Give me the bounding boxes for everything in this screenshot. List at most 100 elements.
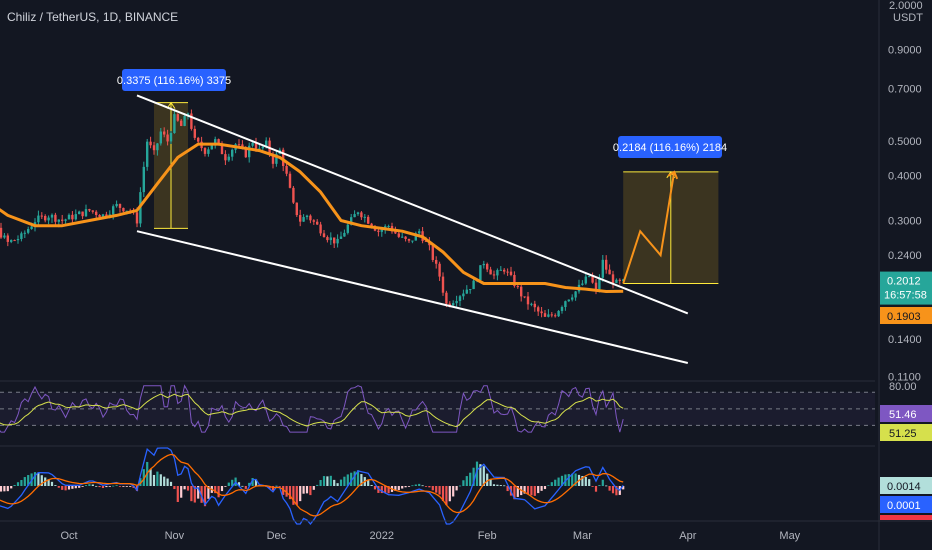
measure_1-label: 0.3375 (116.16%) 3375 (117, 75, 231, 87)
candle (98, 214, 101, 217)
ma-value-tag (880, 307, 932, 324)
candle-body (67, 214, 71, 220)
candle (506, 268, 509, 276)
macd-histogram-bar (492, 484, 496, 486)
candle (353, 210, 356, 218)
macd-histogram-bar (288, 486, 292, 500)
candle-body (3, 235, 6, 238)
macd-histogram-bar (533, 486, 536, 496)
macd-histogram-bar (523, 486, 526, 494)
macd-histogram-bar (530, 486, 533, 496)
macd-histogram-bar (166, 478, 169, 486)
candle-body (401, 236, 404, 238)
candle-body (506, 271, 509, 273)
candle (540, 306, 543, 318)
candle-body (492, 274, 496, 276)
candle (152, 141, 156, 155)
macd-histogram-bar (50, 481, 54, 486)
signal-line (0, 453, 624, 517)
candle-body (537, 307, 540, 312)
projection-path (622, 171, 676, 284)
macd-histogram-bar (224, 486, 227, 487)
macd-histogram-bar (285, 486, 288, 497)
candle (322, 230, 326, 238)
macd-histogram-bar (67, 486, 71, 490)
candle-body (105, 214, 108, 216)
candle (363, 214, 366, 223)
price-tick-label: 0.1100 (888, 372, 921, 384)
candle-body (50, 214, 54, 218)
candle-body (197, 137, 200, 142)
candle (452, 300, 455, 307)
candle (336, 234, 339, 248)
candle (407, 238, 411, 243)
candle-body (40, 215, 43, 217)
macd-histogram-bar (336, 483, 339, 486)
candle-body (322, 233, 326, 238)
macd-histogram-bar (350, 472, 353, 486)
candle (20, 231, 23, 242)
candle (180, 118, 183, 127)
macd-histogram-bar (326, 476, 329, 486)
candle-body (241, 144, 244, 148)
candle (299, 209, 302, 227)
macd-histogram-bar (441, 486, 445, 502)
candle (339, 231, 343, 240)
macd-histogram-bar (472, 467, 475, 486)
candle (564, 300, 567, 311)
candle (571, 294, 574, 302)
price-tick-label: 0.5000 (888, 136, 922, 148)
moving-average-line (0, 142, 624, 293)
macd-histogram-tag (880, 515, 932, 520)
candle (554, 313, 557, 318)
macd-histogram-bar (220, 486, 224, 492)
candle-body (414, 233, 417, 241)
candle (360, 211, 363, 220)
macd-histogram-bar (10, 486, 13, 489)
candle (319, 221, 322, 236)
candle (6, 233, 9, 247)
macd-histogram-bar (105, 486, 108, 488)
candle-body (462, 293, 465, 297)
candle (302, 214, 305, 222)
macd-histogram-bar (322, 476, 326, 486)
candle-body (91, 210, 94, 212)
macd-histogram-bar (428, 486, 431, 488)
rsi-ma-value-tag (880, 424, 932, 441)
macd-histogram-bar (513, 486, 516, 500)
macd-histogram-bar (149, 469, 152, 486)
candle-body (122, 207, 125, 212)
candle-body (343, 232, 346, 237)
macd-histogram-bar (384, 486, 387, 494)
macd-histogram-bar (414, 484, 417, 486)
candle-body (594, 282, 598, 290)
candle (163, 127, 166, 138)
macd-histogram-bar (574, 473, 577, 486)
macd-histogram-bar (108, 486, 111, 487)
candle (115, 200, 118, 208)
candle-body (78, 211, 81, 215)
macd-histogram-bar (251, 478, 254, 486)
candle (329, 232, 332, 245)
candle-body (224, 154, 227, 161)
candle-body (411, 240, 414, 242)
candle-body (530, 303, 533, 305)
macd-histogram-bar (537, 486, 540, 494)
candle (71, 211, 74, 224)
candle (173, 110, 176, 134)
candle (499, 266, 502, 271)
macd-histogram-bar (37, 472, 40, 486)
candle (23, 230, 26, 238)
macd-histogram-bar (169, 481, 173, 486)
macd-histogram-bar (40, 475, 43, 486)
candle-body (271, 153, 275, 164)
candle-body (448, 303, 451, 306)
candle-body (84, 209, 88, 217)
macd-histogram-bar (295, 486, 298, 505)
macd-histogram-bar (16, 482, 20, 486)
candle (346, 222, 349, 235)
macd-histogram-bar (418, 483, 421, 486)
macd-histogram-bar (333, 479, 336, 486)
candle (435, 256, 438, 269)
